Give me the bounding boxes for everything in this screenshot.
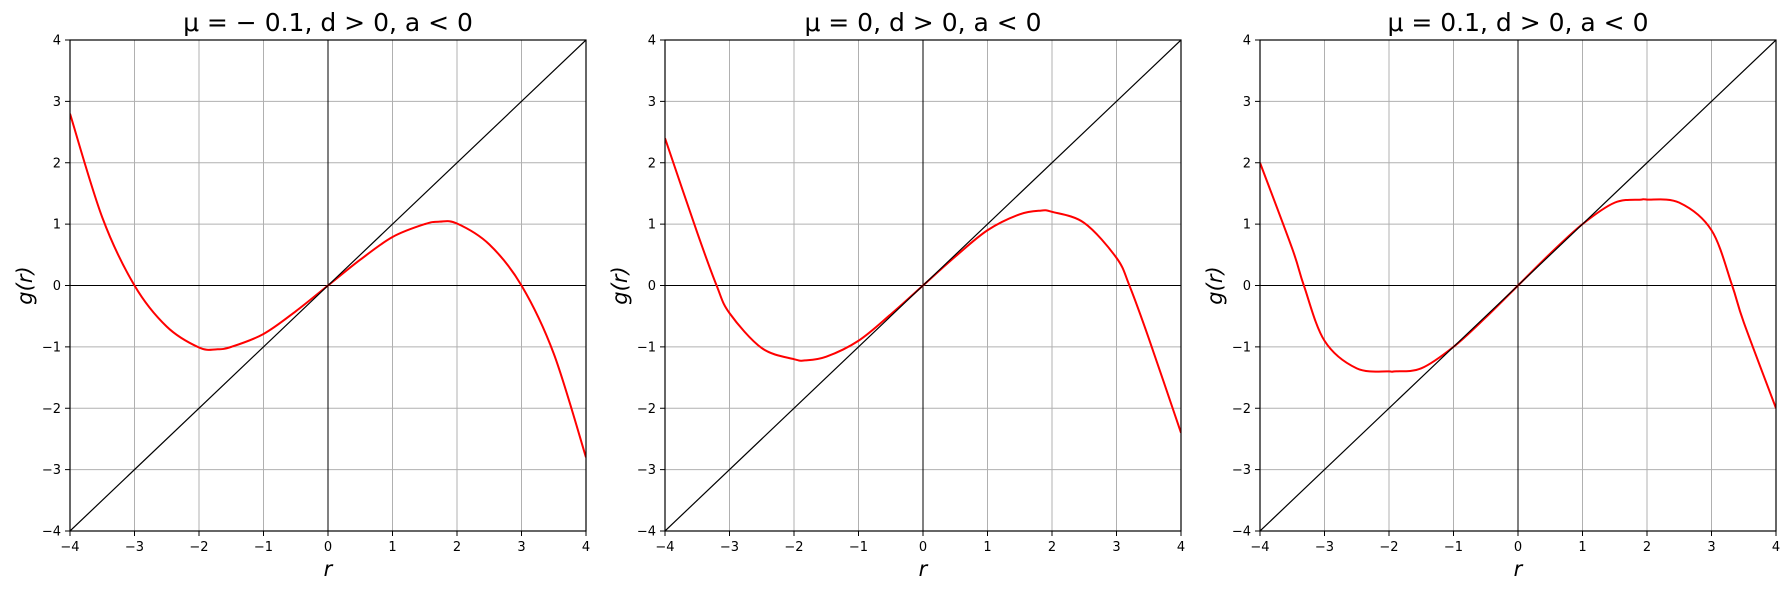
y-tick-label: 4 — [53, 34, 61, 49]
x-axis-label: r — [324, 557, 334, 581]
y-tick-label: −4 — [637, 525, 656, 540]
y-tick-label: 3 — [648, 95, 656, 110]
series-diagonal — [70, 40, 586, 531]
y-tick-label: 1 — [648, 218, 656, 233]
x-axis-label: r — [919, 557, 929, 581]
y-tick-label: −2 — [1232, 402, 1251, 417]
chart-title: μ = 0, d > 0, a < 0 — [804, 8, 1041, 37]
x-tick-label: 0 — [919, 540, 927, 555]
chart-panel-3: −4 −3 −2 −1 0 1 2 3 4 −4 −3 −2 −1 0 1 2 3 4 r g(r) μ = 0.1, … — [1203, 8, 1780, 581]
series-diagonal — [1260, 40, 1776, 531]
x-tick-label: −3 — [1315, 540, 1334, 555]
y-tick-label: 0 — [53, 279, 61, 294]
y-tick-label: −3 — [42, 463, 61, 478]
y-tick-label: 1 — [1243, 218, 1251, 233]
x-tick-label: −3 — [720, 540, 739, 555]
y-tick-label: 0 — [648, 279, 656, 294]
x-tick-label: −2 — [784, 540, 803, 555]
y-tick-label: −1 — [42, 340, 61, 355]
x-tick-label: 2 — [453, 540, 461, 555]
y-tick-label: 2 — [53, 156, 61, 171]
y-axis-label: g(r) — [608, 266, 632, 304]
x-tick-label: 4 — [582, 540, 590, 555]
y-tick-label: −2 — [637, 402, 656, 417]
x-tick-label: −2 — [189, 540, 208, 555]
x-tick-label: −1 — [254, 540, 273, 555]
y-tick-label: −3 — [637, 463, 656, 478]
y-tick-label: −1 — [1232, 340, 1251, 355]
y-axis-label: g(r) — [1203, 266, 1227, 304]
y-tick-label: 1 — [53, 218, 61, 233]
chart-title: μ = − 0.1, d > 0, a < 0 — [183, 8, 473, 37]
x-tick-label: 3 — [1707, 540, 1715, 555]
x-tick-label: 0 — [1514, 540, 1522, 555]
x-tick-label: −1 — [1444, 540, 1463, 555]
y-tick-label: 3 — [53, 95, 61, 110]
x-tick-label: 1 — [1578, 540, 1586, 555]
x-tick-label: 3 — [1112, 540, 1120, 555]
chart-panel-1: −4 −3 −2 −1 0 1 2 3 4 −4 −3 −2 −1 0 1 2 3 4 r g(r) μ = − 0.1… — [13, 8, 590, 581]
x-tick-label: −4 — [655, 540, 674, 555]
y-tick-label: −1 — [637, 340, 656, 355]
x-tick-label: 4 — [1177, 540, 1185, 555]
y-tick-label: 4 — [648, 34, 656, 49]
y-tick-label: −4 — [1232, 525, 1251, 540]
y-tick-label: 3 — [1243, 95, 1251, 110]
x-axis-label: r — [1514, 557, 1524, 581]
x-tick-label: 3 — [517, 540, 525, 555]
x-tick-label: −1 — [849, 540, 868, 555]
chart-panel-2: −4 −3 −2 −1 0 1 2 3 4 −4 −3 −2 −1 0 1 2 3 4 r g(r) μ = 0, d … — [608, 8, 1185, 581]
y-tick-label: −2 — [42, 402, 61, 417]
x-tick-label: 2 — [1643, 540, 1651, 555]
y-axis-label: g(r) — [13, 266, 37, 304]
x-tick-label: 0 — [324, 540, 332, 555]
y-tick-label: −4 — [42, 525, 61, 540]
y-tick-label: 0 — [1243, 279, 1251, 294]
y-tick-label: 2 — [648, 156, 656, 171]
y-tick-label: 2 — [1243, 156, 1251, 171]
x-tick-label: −2 — [1379, 540, 1398, 555]
x-tick-label: −4 — [1250, 540, 1269, 555]
x-tick-label: 1 — [983, 540, 991, 555]
x-tick-label: −3 — [125, 540, 144, 555]
chart-title: μ = 0.1, d > 0, a < 0 — [1388, 8, 1649, 37]
x-tick-label: 4 — [1772, 540, 1780, 555]
y-tick-label: −3 — [1232, 463, 1251, 478]
series-diagonal — [665, 40, 1181, 531]
x-tick-label: 1 — [388, 540, 396, 555]
x-tick-label: −4 — [60, 540, 79, 555]
y-tick-label: 4 — [1243, 34, 1251, 49]
x-tick-label: 2 — [1048, 540, 1056, 555]
